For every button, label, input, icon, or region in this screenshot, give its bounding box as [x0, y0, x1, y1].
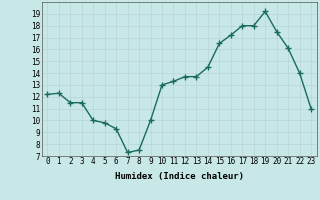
- X-axis label: Humidex (Indice chaleur): Humidex (Indice chaleur): [115, 172, 244, 181]
